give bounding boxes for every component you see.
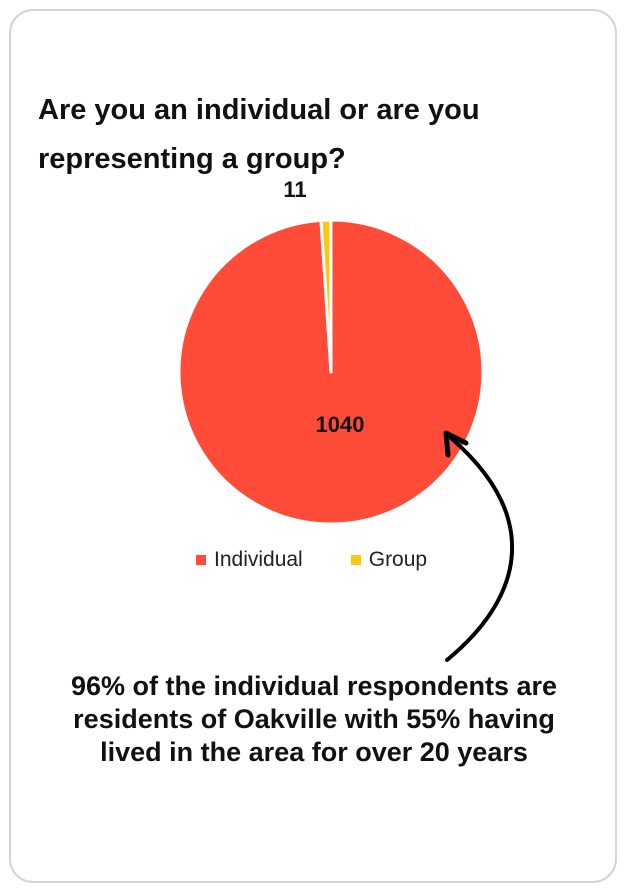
data-labels: 1040 11 [283,177,364,437]
data-label-individual: 1040 [316,412,365,437]
annotation-arrowhead [443,430,469,458]
pie-slices [177,218,485,526]
chart-title: Are you an individual or are you represe… [38,94,480,175]
data-label-group: 11 [283,177,306,202]
legend-label-individual: Individual [214,548,303,571]
annotation-text: 96% of the individual respondents are re… [70,671,558,767]
pie-slice-group [319,218,333,374]
legend-swatch-group [350,555,361,565]
legend-swatch-individual [196,555,206,565]
legend-item-group: Group [350,548,428,572]
chart-legend: Individual Group [196,548,427,572]
legend-item-individual: Individual [196,548,303,572]
annotation-arrow [445,436,515,662]
legend-label-group: Group [368,548,428,571]
